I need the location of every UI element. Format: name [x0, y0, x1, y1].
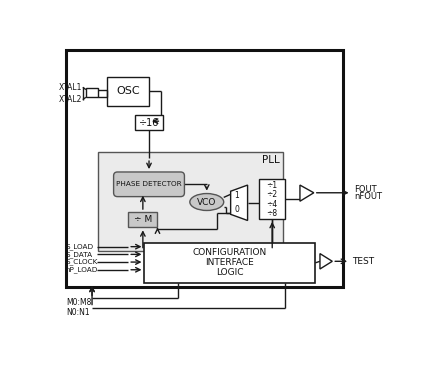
Text: M0:M8: M0:M8: [66, 298, 91, 307]
Text: XTAL2: XTAL2: [59, 95, 83, 104]
Text: nFOUT: nFOUT: [354, 192, 382, 201]
FancyBboxPatch shape: [135, 115, 163, 130]
Text: LOGIC: LOGIC: [216, 268, 244, 277]
Text: INTERFACE: INTERFACE: [206, 258, 254, 267]
Text: FOUT: FOUT: [354, 185, 376, 194]
Text: ÷1: ÷1: [267, 181, 278, 190]
Text: VCO: VCO: [197, 198, 216, 206]
Ellipse shape: [190, 194, 224, 210]
Text: S_LOAD: S_LOAD: [66, 243, 94, 250]
FancyBboxPatch shape: [128, 212, 158, 227]
Text: TEST: TEST: [353, 257, 375, 266]
Text: XTAL1: XTAL1: [59, 83, 83, 92]
Text: PLL: PLL: [262, 155, 280, 164]
Text: OSC: OSC: [116, 86, 140, 96]
FancyBboxPatch shape: [86, 88, 98, 97]
Text: S_DATA: S_DATA: [66, 251, 93, 258]
Text: ÷ M: ÷ M: [134, 215, 152, 224]
Text: ÷8: ÷8: [267, 209, 278, 218]
FancyBboxPatch shape: [66, 50, 343, 287]
Text: PHASE DETECTOR: PHASE DETECTOR: [116, 181, 182, 187]
Text: ÷2: ÷2: [267, 190, 278, 199]
Text: nP_LOAD: nP_LOAD: [66, 266, 98, 273]
FancyBboxPatch shape: [144, 243, 315, 283]
FancyBboxPatch shape: [98, 152, 283, 251]
FancyBboxPatch shape: [259, 179, 285, 219]
Polygon shape: [300, 185, 314, 201]
FancyBboxPatch shape: [114, 172, 184, 197]
Text: 0: 0: [235, 205, 239, 214]
Text: S_CLOCK: S_CLOCK: [66, 259, 98, 265]
Text: ÷4: ÷4: [267, 200, 278, 209]
Text: CONFIGURATION: CONFIGURATION: [193, 248, 267, 257]
Text: N0:N1: N0:N1: [66, 308, 89, 316]
Text: ÷16: ÷16: [139, 118, 159, 128]
Polygon shape: [231, 185, 248, 220]
FancyBboxPatch shape: [108, 77, 149, 106]
Polygon shape: [320, 254, 332, 269]
Text: 1: 1: [235, 191, 239, 200]
